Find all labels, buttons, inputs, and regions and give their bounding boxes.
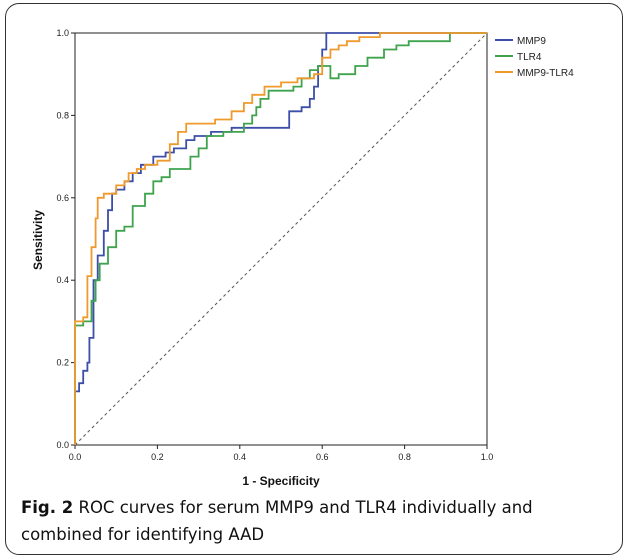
series-layer — [74, 32, 487, 445]
y-tick-label: 0.8 — [56, 110, 69, 120]
x-tick-label: 0.2 — [151, 452, 164, 462]
y-axis-title: Sensitivity — [31, 210, 45, 270]
x-tick-label: 0.0 — [69, 452, 82, 462]
x-tick-label: 0.6 — [316, 452, 329, 462]
caption-text: ROC curves for serum MMP9 and TLR4 indiv… — [21, 498, 533, 544]
x-tick-label: 0.4 — [234, 452, 247, 462]
figure-caption: Fig. 2 ROC curves for serum MMP9 and TLR… — [21, 494, 611, 548]
x-tick-label: 0.8 — [398, 452, 411, 462]
legend-label-mmp9-tlr4: MMP9-TLR4 — [517, 68, 574, 79]
roc-chart: 0.0 0.2 0.4 0.6 0.8 1.0 0.0 0.2 0.4 0.6 0.8 1.0 MMP… — [31, 28, 574, 488]
legend: MMP9 TLR4 MMP9-TLR4 — [495, 36, 574, 79]
y-tick-label: 0.4 — [56, 275, 69, 285]
plot-area-border — [74, 32, 488, 446]
y-tick-label: 1.0 — [56, 28, 69, 38]
reference-diagonal — [74, 32, 488, 446]
x-tick-label: 1.0 — [481, 452, 494, 462]
y-tick-label: 0.6 — [56, 193, 69, 203]
y-tick-label: 0.0 — [56, 440, 69, 450]
series-line-tlr4 — [74, 32, 487, 445]
reference-line-layer — [74, 32, 488, 446]
x-axis-title: 1 - Specificity — [242, 474, 320, 488]
legend-label-mmp9: MMP9 — [517, 36, 546, 47]
legend-label-tlr4: TLR4 — [517, 52, 542, 63]
series-line-mmp9-tlr4 — [74, 32, 487, 445]
y-tick-label: 0.2 — [56, 358, 69, 368]
chart-axes: 0.0 0.2 0.4 0.6 0.8 1.0 0.0 0.2 0.4 0.6 0.8 1.0 — [56, 28, 493, 462]
caption-label: Fig. 2 — [21, 498, 74, 517]
